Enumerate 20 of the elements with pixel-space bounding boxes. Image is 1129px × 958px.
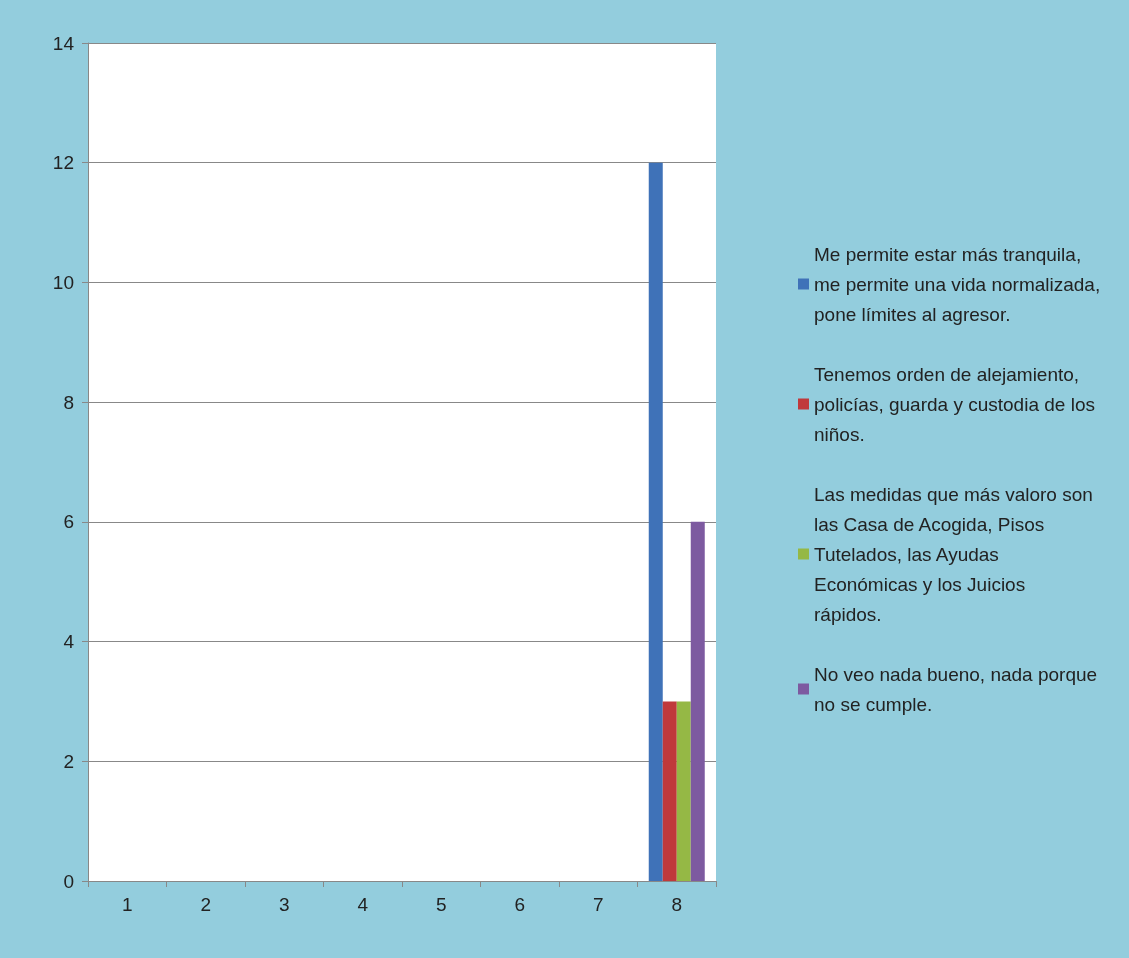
y-tick-label: 12 [52, 152, 74, 174]
y-tick-label: 10 [52, 271, 74, 293]
y-tick-label: 2 [63, 750, 74, 772]
x-tick-label: 5 [435, 894, 447, 915]
legend-label: Tenemos orden de alejamiento, policías, guarda y custodia de los niños. [814, 363, 1101, 445]
x-tick-label: 3 [278, 894, 290, 915]
x-tick-label: 6 [514, 894, 526, 915]
y-tick-label: 0 [63, 870, 74, 892]
x-tick-label: 8 [671, 894, 683, 915]
x-tick-label: 7 [592, 894, 604, 915]
legend-label: Me permite estar más tranquila, me permite una vida normalizada, pone límites al agresor. [814, 243, 1106, 325]
x-tick-label: 1 [121, 894, 133, 915]
x-tick-label: 2 [200, 894, 212, 915]
y-tick-label: 4 [63, 631, 75, 653]
y-tick-label: 6 [63, 511, 74, 533]
y-tick-label: 8 [63, 391, 74, 413]
x-tick-label: 4 [357, 894, 369, 915]
legend-label: No veo nada bueno, nada porque no se cumple. [814, 663, 1103, 715]
y-tick-label: 14 [52, 32, 75, 54]
legend-label: Las medidas que más valoro son las Casa de Acogida, Pisos Tutelados, las Ayudas Económicas y los Juicios rápidos. [814, 483, 1099, 625]
